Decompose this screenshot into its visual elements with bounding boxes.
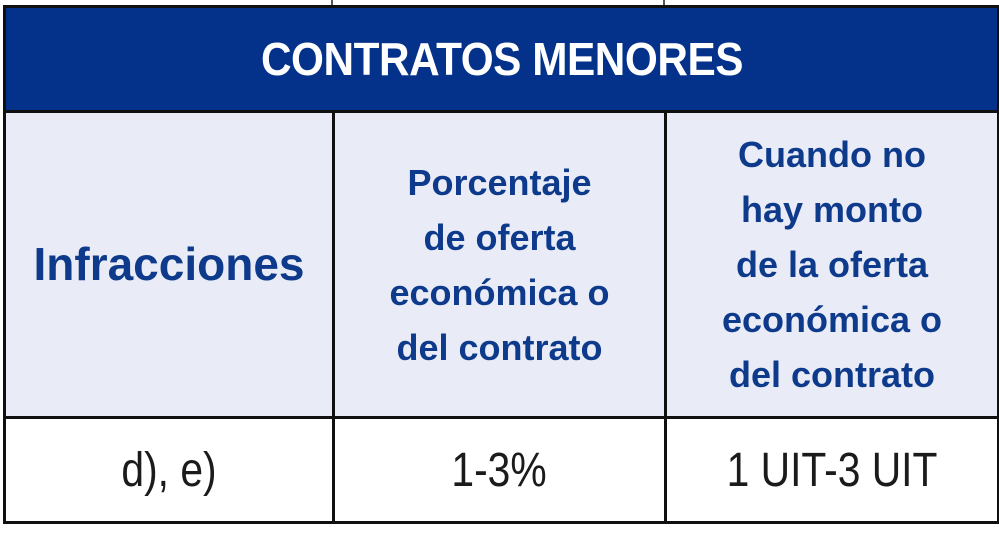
- cell-infracciones: d), e): [3, 416, 335, 524]
- table-title-cell: CONTRATOS MENORES: [2, 5, 999, 113]
- column-header-infracciones: Infracciones: [3, 110, 335, 419]
- column-divider-stub-left: [331, 0, 333, 6]
- column-header-porcentaje-oferta: Porcentaje de oferta económica o del con…: [332, 110, 667, 419]
- column-header-sin-monto-oferta: Cuando no hay monto de la oferta económi…: [663, 110, 999, 419]
- column-divider-stub-right: [663, 0, 665, 6]
- header-row: Infracciones Porcentaje de oferta económ…: [3, 110, 999, 419]
- data-row: d), e) 1-3% 1 UIT-3 UIT: [3, 416, 999, 524]
- title-row: CONTRATOS MENORES: [2, 5, 999, 113]
- porcentaje-value: 1-3%: [451, 443, 548, 497]
- cell-uit-range: 1 UIT-3 UIT: [663, 416, 999, 524]
- uit-range-value: 1 UIT-3 UIT: [726, 443, 938, 497]
- contratos-menores-table: CONTRATOS MENORES Infracciones Porcentaj…: [2, 5, 999, 524]
- cell-porcentaje: 1-3%: [332, 416, 667, 524]
- table-title: CONTRATOS MENORES: [260, 33, 743, 85]
- infracciones-value: d), e): [121, 443, 217, 497]
